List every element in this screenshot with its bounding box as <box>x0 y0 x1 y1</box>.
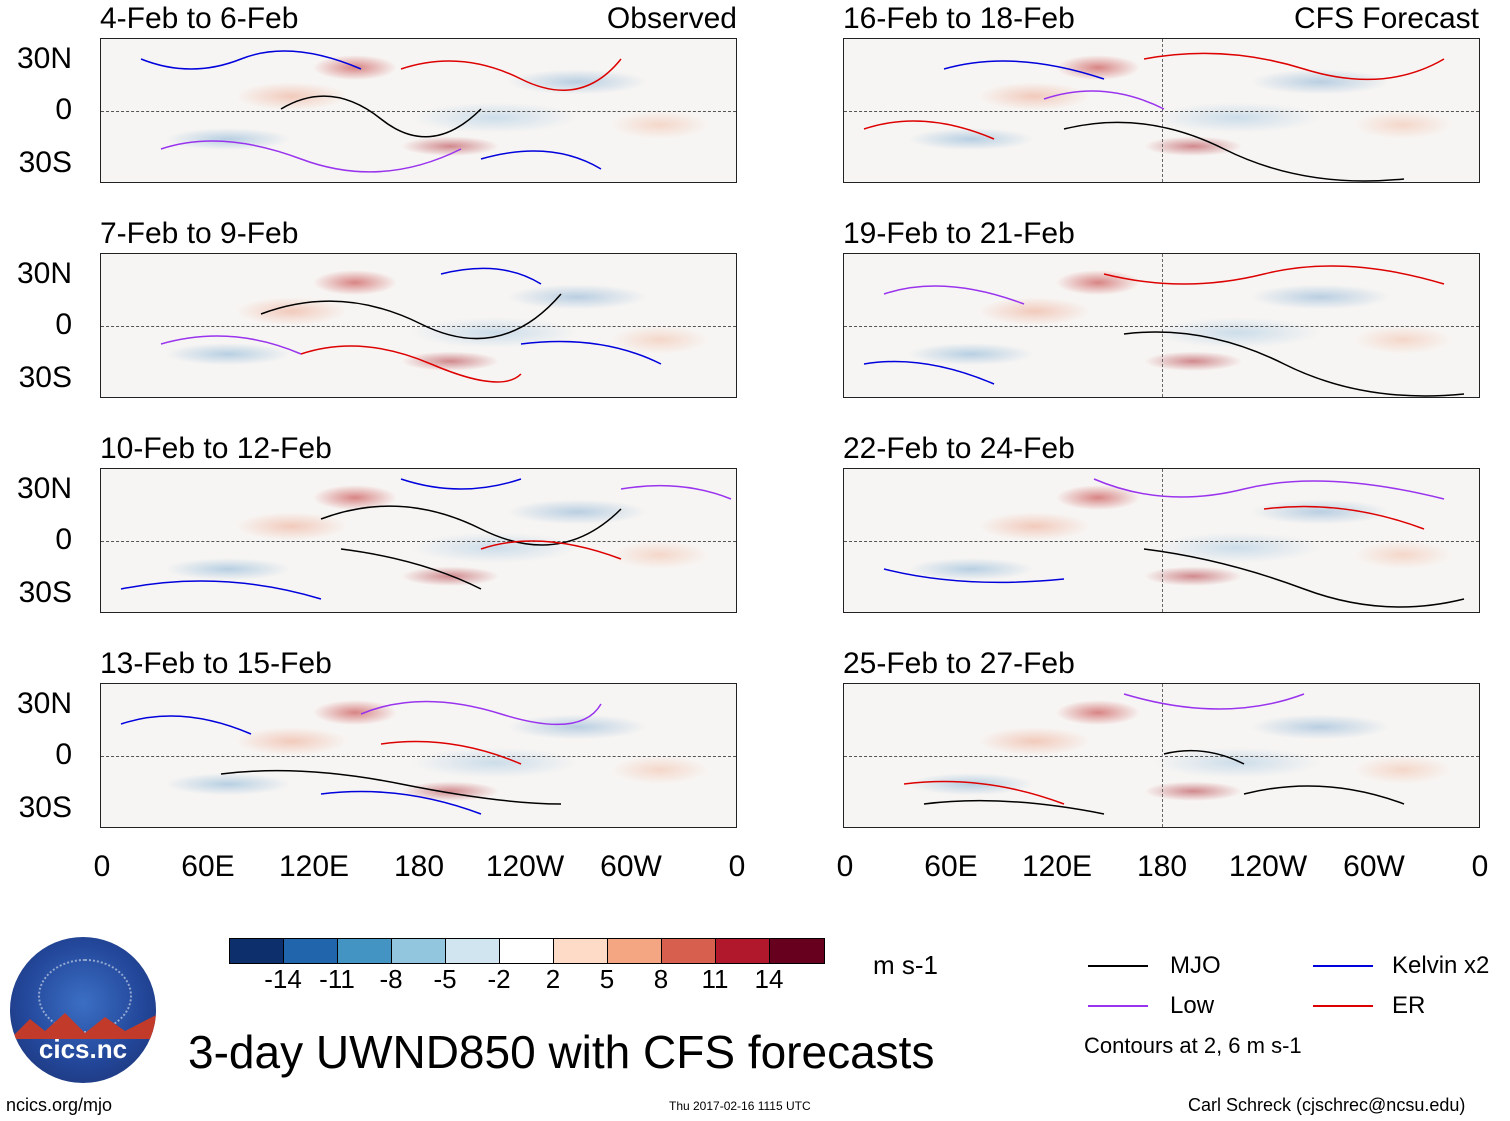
lon-label-180: 180 <box>393 850 445 883</box>
map-panel-3 <box>100 468 737 613</box>
colorbar-label: -11 <box>319 964 355 994</box>
footer-url[interactable]: ncics.org/mjo <box>6 1095 113 1115</box>
lon-label-60w: 60W <box>1343 850 1405 883</box>
lon-label-120w: 120W <box>1228 850 1308 883</box>
map-panel-5 <box>843 38 1480 183</box>
lat-label-30n: 30N <box>16 257 72 290</box>
colorbar-swatch <box>770 939 824 963</box>
lat-label-30n: 30N <box>16 42 72 75</box>
lat-label-30s: 30S <box>18 576 72 609</box>
colorbar-label: 2 <box>545 964 561 994</box>
panel-title-7: 22-Feb to 24-Feb <box>843 432 1075 465</box>
mountain-icon <box>10 1013 156 1039</box>
lon-label-0: 0 <box>93 850 111 883</box>
colorbar-swatch <box>230 939 284 963</box>
cfs-forecast-label: CFS Forecast <box>1293 2 1479 35</box>
map-panel-6 <box>843 253 1480 398</box>
lat-label-30s: 30S <box>18 791 72 824</box>
contour-overlay <box>160 267 662 383</box>
observed-label: Observed <box>606 2 737 35</box>
lat-label-eq: 0 <box>55 308 72 341</box>
footer-timestamp: Thu 2017-02-16 1115 UTC <box>669 1099 811 1113</box>
colorbar-label: -5 <box>433 964 457 994</box>
cics-logo: cics.nc <box>10 937 156 1083</box>
contour-overlay <box>120 700 602 815</box>
colorbar-swatch <box>716 939 770 963</box>
colorbar-label: -14 <box>264 964 302 994</box>
colorbar-swatch <box>554 939 608 963</box>
lon-label-60e: 60E <box>181 850 235 883</box>
lat-label-eq: 0 <box>55 738 72 771</box>
map-panel-4 <box>100 683 737 828</box>
lon-label-120w: 120W <box>485 850 565 883</box>
colorbar-swatch <box>284 939 338 963</box>
colorbar-swatch <box>500 939 554 963</box>
panel-title-8: 25-Feb to 27-Feb <box>843 647 1075 680</box>
lon-label-120e: 120E <box>278 850 350 883</box>
lat-label-eq: 0 <box>55 523 72 556</box>
lon-label-0: 0 <box>1471 850 1489 883</box>
lon-label-180: 180 <box>1136 850 1188 883</box>
lon-label-0: 0 <box>836 850 854 883</box>
colorbar-label: 8 <box>653 964 669 994</box>
logo-text: cics.nc <box>38 1034 128 1064</box>
panel-title-6: 19-Feb to 21-Feb <box>843 217 1075 250</box>
lat-label-30n: 30N <box>16 687 72 720</box>
panel-title-2: 7-Feb to 9-Feb <box>100 217 299 250</box>
contour-overlay <box>863 265 1465 397</box>
panel-title-1: 4-Feb to 6-Feb <box>100 2 299 35</box>
lat-label-eq: 0 <box>55 93 72 126</box>
colorbar-label: 14 <box>754 964 784 994</box>
lon-label-0: 0 <box>728 850 746 883</box>
contour-overlay <box>883 478 1465 608</box>
map-panel-1 <box>100 38 737 183</box>
colorbar-label: 5 <box>599 964 615 994</box>
colorbar-swatch <box>608 939 662 963</box>
contour-note: Contours at 2, 6 m s-1 <box>1084 1033 1302 1058</box>
colorbar-swatch <box>446 939 500 963</box>
legend-label-er: ER <box>1392 992 1426 1019</box>
lat-label-30n: 30N <box>16 472 72 505</box>
legend-line-er <box>1313 1005 1373 1007</box>
map-panel-8 <box>843 683 1480 828</box>
footer-author: Carl Schreck (cjschrec@ncsu.edu) <box>1188 1095 1466 1115</box>
contour-overlay <box>120 478 732 600</box>
panel-title-3: 10-Feb to 12-Feb <box>100 432 332 465</box>
legend-line-kelvin <box>1313 965 1373 967</box>
lat-label-30s: 30S <box>18 361 72 394</box>
contour-overlay <box>903 693 1405 815</box>
legend-line-low <box>1088 1005 1148 1007</box>
legend-line-mjo <box>1088 965 1148 967</box>
main-title: 3-day UWND850 with CFS forecasts <box>188 1026 935 1078</box>
contour-overlay <box>863 52 1445 182</box>
colorbar-swatch <box>662 939 716 963</box>
map-panel-2 <box>100 253 737 398</box>
lon-label-60e: 60E <box>924 850 978 883</box>
legend-label-mjo: MJO <box>1170 952 1221 979</box>
logo-ring <box>38 959 132 1033</box>
colorbar-units: m s-1 <box>873 950 938 980</box>
lon-label-60w: 60W <box>600 850 662 883</box>
lon-label-120e: 120E <box>1021 850 1093 883</box>
legend-label-low: Low <box>1170 992 1215 1019</box>
panel-title-4: 13-Feb to 15-Feb <box>100 647 332 680</box>
colorbar <box>229 938 825 964</box>
colorbar-swatch <box>392 939 446 963</box>
panel-title-5: 16-Feb to 18-Feb <box>843 2 1075 35</box>
legend-label-kelvin: Kelvin x2 <box>1392 952 1490 979</box>
contour-overlay <box>140 50 622 173</box>
map-panel-7 <box>843 468 1480 613</box>
lat-label-30s: 30S <box>18 146 72 179</box>
colorbar-label: -8 <box>379 964 403 994</box>
colorbar-label: 11 <box>701 964 729 994</box>
colorbar-swatch <box>338 939 392 963</box>
colorbar-label: -2 <box>487 964 511 994</box>
